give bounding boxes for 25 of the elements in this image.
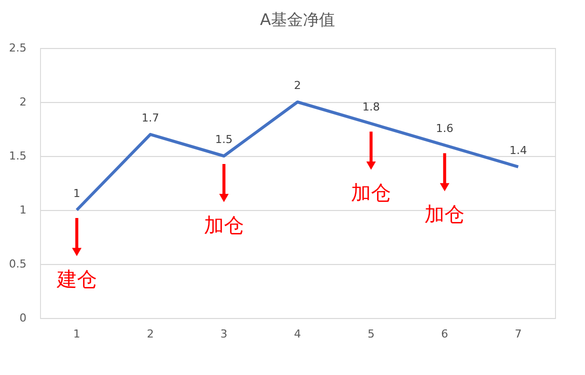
y-tick-label: 0 xyxy=(20,312,26,324)
y-tick-label: 2.5 xyxy=(9,42,26,54)
y-tick-label: 1.5 xyxy=(9,150,26,162)
x-tick-label: 7 xyxy=(514,328,522,340)
x-tick-label: 3 xyxy=(220,328,228,340)
data-label: 1.4 xyxy=(509,144,527,157)
data-label: 2 xyxy=(294,79,301,92)
annotation: 建仓 xyxy=(56,267,97,291)
data-label: 1.7 xyxy=(142,111,160,124)
y-tick-label: 2 xyxy=(20,96,26,108)
x-tick-label: 2 xyxy=(146,328,154,340)
data-label: 1 xyxy=(73,187,80,200)
x-tick-label: 5 xyxy=(368,328,375,340)
x-tick-label: 1 xyxy=(73,328,80,340)
annotation: 加仓 xyxy=(204,213,244,237)
x-tick-label: 4 xyxy=(294,328,301,340)
data-label: 1.6 xyxy=(436,122,454,136)
y-tick-label: 1 xyxy=(20,204,26,216)
y-tick-label: 0.5 xyxy=(9,258,26,270)
annotation: 加仓 xyxy=(351,180,392,205)
data-label: 1.5 xyxy=(215,133,233,146)
annotation: 加仓 xyxy=(424,202,465,226)
data-label: 1.8 xyxy=(362,100,380,114)
chart-title: A基金净值 xyxy=(260,10,335,29)
x-tick-label: 6 xyxy=(441,328,448,340)
